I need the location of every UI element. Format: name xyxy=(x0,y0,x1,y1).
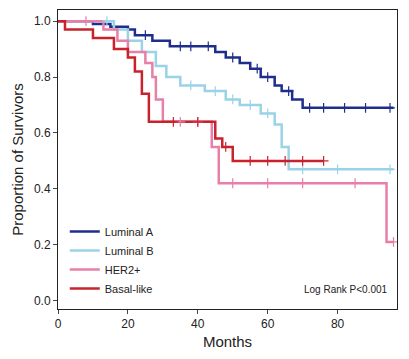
svg-text:1.0: 1.0 xyxy=(34,14,51,28)
svg-text:0.6: 0.6 xyxy=(34,126,51,140)
svg-text:60: 60 xyxy=(261,317,275,331)
svg-text:Proportion of Survivors: Proportion of Survivors xyxy=(9,83,26,236)
svg-text:80: 80 xyxy=(331,317,345,331)
svg-text:Luminal B: Luminal B xyxy=(105,245,154,257)
svg-text:Luminal A: Luminal A xyxy=(105,226,154,238)
svg-text:0.8: 0.8 xyxy=(34,70,51,84)
svg-text:Log Rank P<0.001: Log Rank P<0.001 xyxy=(304,284,388,295)
svg-text:Months: Months xyxy=(203,333,252,350)
svg-text:0.2: 0.2 xyxy=(34,238,51,252)
svg-text:HER2+: HER2+ xyxy=(105,264,141,276)
svg-text:0.4: 0.4 xyxy=(34,182,51,196)
svg-text:40: 40 xyxy=(191,317,205,331)
svg-text:Basal-like: Basal-like xyxy=(105,283,153,295)
svg-text:0: 0 xyxy=(55,317,62,331)
svg-text:20: 20 xyxy=(121,317,135,331)
svg-text:0.0: 0.0 xyxy=(34,294,51,308)
